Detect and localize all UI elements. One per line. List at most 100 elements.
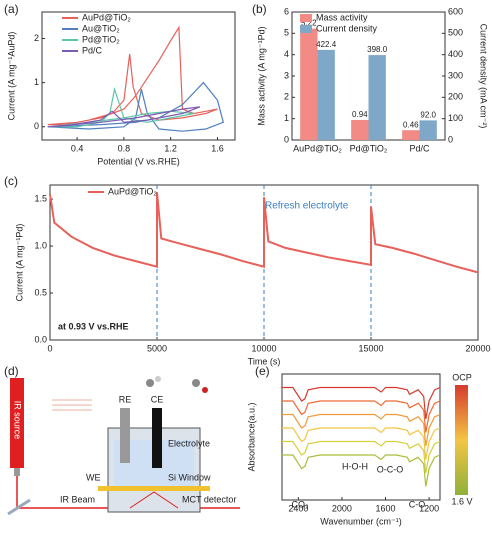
legend-label: AuPd@TiO₂ <box>108 186 157 196</box>
series-line <box>282 427 441 460</box>
annotation: Refresh electrolyte <box>265 201 349 212</box>
y-tick-label: 1.0 <box>34 240 47 250</box>
y-axis-label: Absorbance(a.u.) <box>246 402 256 471</box>
annotation: O-C-O <box>377 464 404 474</box>
series-line <box>49 192 479 274</box>
x-tick-label: 2000 <box>332 503 352 513</box>
y-tick-label: 0.0 <box>34 334 47 344</box>
y2-axis-label: Current density (mA cm⁻²) <box>479 24 489 129</box>
detector-label: MCT detector <box>182 494 236 504</box>
legend-label: Current density <box>316 23 378 33</box>
legend-label: Pd/C <box>82 45 103 55</box>
y-axis-label: Current (A mg⁻¹AuPd) <box>6 32 16 121</box>
y-tick-label: 0 <box>34 121 39 131</box>
series-line <box>282 386 441 420</box>
bar-value-label: 0.46 <box>403 120 419 129</box>
x-tick-label: 0.4 <box>71 143 84 153</box>
bar-value-label: 398.0 <box>367 45 388 54</box>
legend-swatch <box>300 25 312 33</box>
x-tick-label: 2400 <box>288 503 308 513</box>
bar-value-label: 92.0 <box>420 110 436 119</box>
y-tick-label: 0 <box>284 134 289 144</box>
bar <box>419 120 437 140</box>
setup-drawing <box>7 376 240 516</box>
x-tick-label: 10000 <box>251 343 276 353</box>
series-line <box>282 413 441 447</box>
electrolyte-label: Electrolyte <box>168 438 210 448</box>
x-tick-label: 1200 <box>419 503 439 513</box>
bar-value-label: 5.22 <box>301 19 317 28</box>
panel-label: (b) <box>252 2 267 16</box>
y-tick-label: 1 <box>284 113 289 123</box>
beam-label: IR Beam <box>60 494 95 504</box>
legend-label: Pd@TiO₂ <box>82 34 120 44</box>
y-tick-label: 1.5 <box>34 193 47 203</box>
y2-tick-label: 600 <box>448 6 463 16</box>
bar <box>402 130 420 140</box>
source-label: IR source <box>13 401 23 440</box>
x-tick-label: 0.8 <box>118 143 131 153</box>
x-tick-label: 1.6 <box>211 143 224 153</box>
legend-label: Mass activity <box>316 12 368 22</box>
x-tick-label: 1.2 <box>164 143 177 153</box>
re-label: RE <box>119 394 132 404</box>
x-tick-label: AuPd@TiO₂ <box>293 143 342 153</box>
bar-value-label: 0.94 <box>352 110 368 119</box>
bar <box>300 28 318 140</box>
y2-tick-label: 300 <box>448 70 463 80</box>
y-tick-label: 2 <box>284 92 289 102</box>
x-tick-label: 1600 <box>376 503 396 513</box>
series-line <box>282 454 441 487</box>
colorbar <box>455 385 468 495</box>
y2-tick-label: 400 <box>448 49 463 59</box>
series-line <box>282 400 441 433</box>
series-line <box>47 106 201 128</box>
x-tick-label: Pd@TiO₂ <box>350 143 388 153</box>
ce-label: CE <box>151 394 164 404</box>
y-tick-label: 3 <box>284 70 289 80</box>
bar <box>368 55 386 140</box>
series-line <box>47 86 195 128</box>
x-tick-label: 0 <box>47 343 52 353</box>
y-tick-label: 4 <box>284 49 289 59</box>
x-axis-label: Wavenumber (cm⁻¹) <box>320 516 401 526</box>
window-label: Si Window <box>168 472 211 482</box>
x-axis-label: Time (s) <box>248 356 281 366</box>
x-axis-label: Potential (V vs.RHE) <box>97 156 180 166</box>
bar <box>317 49 335 140</box>
annotation: at 0.93 V vs.RHE <box>58 321 129 331</box>
panel-label: (a) <box>4 2 19 16</box>
series-line <box>282 440 441 474</box>
we-label: WE <box>86 472 101 482</box>
bar <box>351 119 369 140</box>
plot-frame <box>281 373 441 501</box>
y2-tick-label: 200 <box>448 92 463 102</box>
y-tick-label: 5 <box>284 28 289 38</box>
y-tick-label: 6 <box>284 6 289 16</box>
legend-swatch <box>300 14 312 22</box>
y-axis-label: Current (A mg⁻¹Pd) <box>14 224 24 302</box>
annotation: H-O-H <box>342 461 368 471</box>
panel-label: (d) <box>4 364 19 378</box>
colorbar-label: OCP <box>452 372 472 382</box>
bar-value-label: 422.4 <box>316 40 337 49</box>
y2-tick-label: 100 <box>448 113 463 123</box>
x-tick-label: 5000 <box>147 343 167 353</box>
colorbar-label: 1.6 V <box>451 496 472 506</box>
x-tick-label: Pd/C <box>409 143 430 153</box>
annotation: CO₂ <box>292 499 310 509</box>
y-axis-label: Mass activity (A mg⁻¹Pd) <box>256 26 266 125</box>
panel-label: (e) <box>255 364 270 378</box>
y-tick-label: 0.5 <box>34 287 47 297</box>
series-line <box>47 25 218 126</box>
y2-tick-label: 500 <box>448 28 463 38</box>
x-tick-label: 15000 <box>358 343 383 353</box>
y-tick-label: 2 <box>34 33 39 43</box>
panel-label: (c) <box>4 174 18 188</box>
legend-label: AuPd@TiO₂ <box>82 12 131 22</box>
x-tick-label: 20000 <box>465 343 490 353</box>
annotation: C-O <box>409 499 426 509</box>
plot-frame <box>41 11 236 141</box>
y2-tick-label: 0 <box>448 134 453 144</box>
